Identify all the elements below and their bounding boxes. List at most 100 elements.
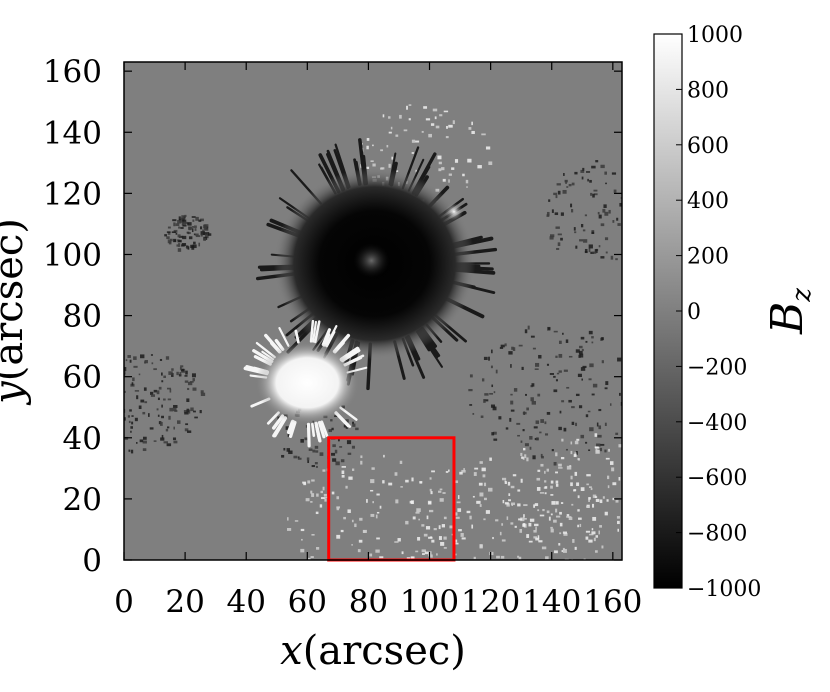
- network-element: [633, 523, 637, 525]
- network-element: [565, 448, 568, 451]
- network-element: [533, 529, 537, 533]
- network-element: [615, 499, 619, 503]
- magnetic-features: [243, 138, 498, 448]
- x-axis-label: x(arcsec): [280, 628, 466, 674]
- network-element: [609, 403, 612, 406]
- network-element: [545, 556, 549, 560]
- network-element: [432, 108, 438, 112]
- network-element: [474, 467, 479, 470]
- network-element: [600, 164, 605, 169]
- network-element: [639, 178, 642, 182]
- network-element: [297, 457, 302, 460]
- network-element: [565, 339, 569, 343]
- network-element: [351, 544, 353, 546]
- network-element: [307, 460, 310, 464]
- network-element: [604, 237, 609, 241]
- network-element: [573, 454, 577, 458]
- network-element: [574, 231, 577, 234]
- network-element: [479, 544, 483, 549]
- network-element: [438, 168, 442, 172]
- network-element: [634, 470, 636, 474]
- network-element: [315, 511, 319, 515]
- network-element: [509, 417, 512, 422]
- network-element: [604, 449, 607, 453]
- network-element: [184, 214, 187, 217]
- network-element: [599, 447, 603, 452]
- network-element: [204, 228, 208, 231]
- network-element: [421, 524, 425, 527]
- network-element: [187, 222, 192, 226]
- network-element: [411, 139, 416, 143]
- network-element: [535, 537, 540, 541]
- network-element: [142, 411, 146, 415]
- network-element: [138, 405, 142, 410]
- network-element: [574, 471, 578, 476]
- network-element: [207, 233, 212, 236]
- network-element: [566, 465, 572, 470]
- network-element: [550, 528, 554, 533]
- network-element: [546, 363, 550, 366]
- network-element: [421, 130, 424, 133]
- network-element: [486, 579, 488, 581]
- network-element: [643, 497, 645, 500]
- network-element: [562, 531, 568, 534]
- network-element: [574, 440, 579, 445]
- network-element: [331, 427, 334, 431]
- network-element: [591, 231, 595, 234]
- network-element: [604, 422, 607, 427]
- network-element: [449, 525, 453, 529]
- network-element: [85, 403, 89, 405]
- network-element: [200, 231, 205, 236]
- network-element: [140, 399, 145, 403]
- network-element: [536, 477, 541, 481]
- network-element: [340, 529, 344, 533]
- network-element: [472, 495, 475, 498]
- network-element: [648, 485, 651, 487]
- network-element: [579, 239, 584, 242]
- network-element: [129, 409, 132, 412]
- network-element: [130, 449, 134, 454]
- network-element: [332, 573, 336, 577]
- network-element: [355, 427, 359, 431]
- network-element: [588, 248, 591, 253]
- network-element: [186, 247, 189, 250]
- network-element: [305, 498, 310, 502]
- network-element: [375, 549, 380, 553]
- network-element: [315, 567, 318, 570]
- network-element: [584, 248, 588, 253]
- network-element: [570, 482, 573, 487]
- network-element: [561, 400, 565, 403]
- network-element: [634, 376, 638, 378]
- network-element: [119, 410, 122, 413]
- penumbral-filament: [317, 420, 326, 439]
- penumbral-filament: [309, 319, 315, 343]
- network-element: [566, 514, 570, 517]
- network-element: [166, 426, 170, 429]
- network-element: [443, 536, 447, 540]
- colorbar-tick-label: −200: [687, 355, 747, 380]
- network-element: [510, 409, 515, 412]
- network-element: [556, 372, 560, 375]
- network-element: [588, 330, 593, 335]
- network-element: [341, 466, 346, 468]
- network-element: [601, 337, 604, 341]
- network-element: [627, 182, 630, 184]
- network-element: [343, 516, 346, 520]
- network-element: [392, 583, 394, 585]
- network-element: [166, 443, 172, 447]
- network-element: [287, 517, 289, 521]
- network-element: [570, 475, 573, 480]
- colorbar-tick-label: −600: [687, 466, 747, 491]
- network-element: [556, 247, 560, 250]
- network-element: [517, 434, 520, 437]
- network-element: [617, 357, 622, 362]
- network-element: [539, 514, 545, 517]
- network-element: [594, 249, 598, 253]
- network-element: [523, 504, 528, 507]
- network-element: [605, 381, 609, 386]
- network-element: [134, 417, 138, 422]
- network-element: [117, 365, 120, 368]
- network-element: [600, 256, 605, 259]
- network-element: [573, 227, 576, 231]
